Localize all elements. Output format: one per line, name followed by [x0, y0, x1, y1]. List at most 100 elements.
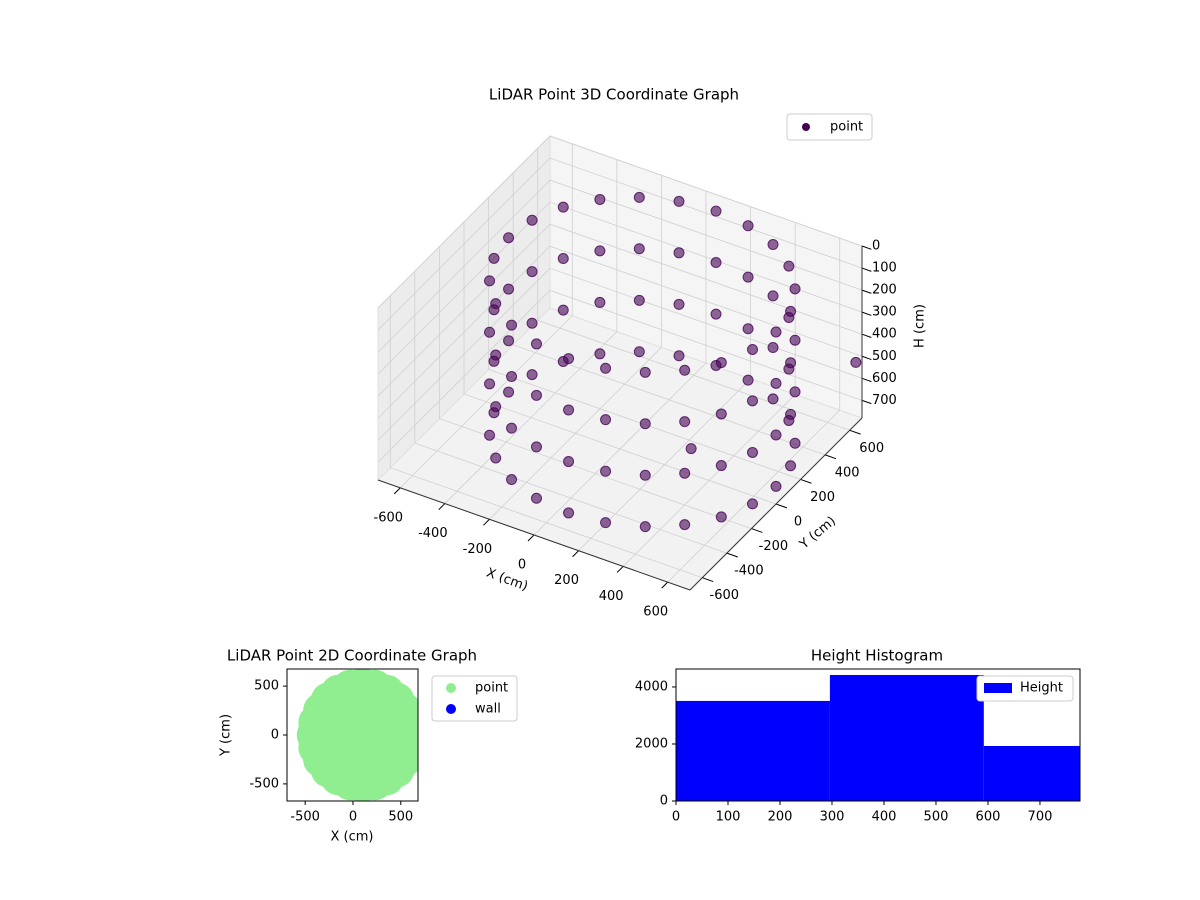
z-tick-label: 500 — [872, 349, 897, 364]
y-tick-label: 0 — [794, 515, 802, 530]
y-tick-label: 600 — [859, 441, 884, 456]
point — [747, 395, 758, 407]
point — [770, 377, 782, 389]
bar — [676, 700, 830, 801]
legend-label: wall — [475, 702, 501, 717]
x-tick-label: 0 — [672, 810, 680, 825]
y-axis-label: Y (cm) — [219, 714, 234, 757]
legend-label: point — [475, 681, 508, 696]
tick-mark — [849, 429, 861, 435]
point — [747, 498, 758, 510]
point — [785, 305, 797, 317]
point — [526, 317, 538, 329]
tick-mark — [751, 528, 763, 533]
point — [526, 214, 538, 226]
point — [490, 452, 502, 464]
x-tick-label: 700 — [1028, 810, 1053, 825]
point — [600, 465, 612, 477]
plot-area — [676, 674, 1080, 801]
tick-mark — [824, 454, 837, 460]
tick-mark — [861, 245, 872, 250]
point — [484, 326, 496, 338]
tick-mark — [393, 487, 401, 495]
z-tick-label: 400 — [872, 327, 897, 342]
grid-line — [667, 238, 841, 583]
grid-line — [377, 267, 863, 441]
y-tick-label: -600 — [710, 588, 740, 603]
x-tick-label: 200 — [768, 810, 793, 825]
z-tick-label: 300 — [872, 305, 897, 320]
z-tick-label: 0 — [872, 239, 880, 254]
y-tick-label: 200 — [810, 490, 835, 505]
point — [785, 357, 797, 369]
x-tick-label: 200 — [554, 573, 579, 588]
grid-line — [537, 148, 850, 431]
point — [563, 353, 575, 365]
grid-line — [377, 201, 863, 375]
point — [715, 408, 727, 420]
point — [633, 346, 645, 358]
bar — [983, 745, 1080, 801]
tick-mark — [483, 518, 490, 526]
point — [767, 342, 779, 354]
grid-line — [377, 245, 863, 419]
y-tick-label: 400 — [835, 465, 860, 480]
point — [600, 517, 612, 529]
grid-line — [414, 271, 727, 554]
grid-line — [463, 222, 777, 505]
point — [594, 296, 606, 308]
legend-marker — [802, 123, 810, 131]
x-tick-label: -500 — [290, 810, 320, 825]
axes-frame — [675, 668, 1081, 802]
point — [530, 441, 542, 453]
grid-line — [488, 197, 801, 480]
point — [673, 350, 685, 362]
tick-mark — [861, 311, 872, 316]
point — [490, 298, 502, 310]
point — [633, 294, 645, 306]
point — [600, 362, 612, 374]
point — [679, 416, 691, 428]
point — [506, 474, 518, 486]
point — [710, 308, 722, 320]
x-tick-label: 0 — [349, 810, 357, 825]
z-tick-label: 100 — [872, 261, 897, 276]
tick-mark — [861, 333, 872, 338]
point — [785, 460, 797, 472]
grid-line — [489, 175, 662, 520]
y-tick-label: 2000 — [635, 736, 668, 751]
point — [526, 369, 538, 381]
point — [742, 271, 754, 283]
point — [770, 326, 782, 338]
x-tick-label: 100 — [716, 810, 741, 825]
point — [673, 298, 685, 310]
point — [742, 374, 754, 386]
point — [789, 283, 801, 295]
axis-line — [377, 479, 691, 591]
legend-label: point — [830, 120, 863, 135]
y-tick-label: -200 — [759, 539, 789, 554]
point — [488, 252, 500, 264]
point — [557, 201, 569, 213]
plot-area — [296, 669, 418, 801]
point — [770, 480, 782, 492]
point — [639, 366, 651, 378]
x-tick-label: 500 — [388, 810, 413, 825]
point — [639, 418, 651, 430]
point — [530, 389, 542, 401]
tick-mark — [861, 267, 872, 272]
point — [673, 247, 685, 259]
tick-mark — [726, 552, 738, 558]
tick-mark — [572, 550, 579, 558]
point — [600, 414, 612, 426]
bar — [829, 674, 984, 801]
grid-line — [439, 246, 752, 529]
point — [850, 356, 862, 368]
point — [503, 232, 515, 244]
tick-mark — [800, 478, 812, 484]
point — [783, 260, 795, 272]
z-tick-label: 700 — [872, 393, 897, 408]
legend-label: Height — [1020, 681, 1063, 696]
point — [563, 507, 575, 519]
